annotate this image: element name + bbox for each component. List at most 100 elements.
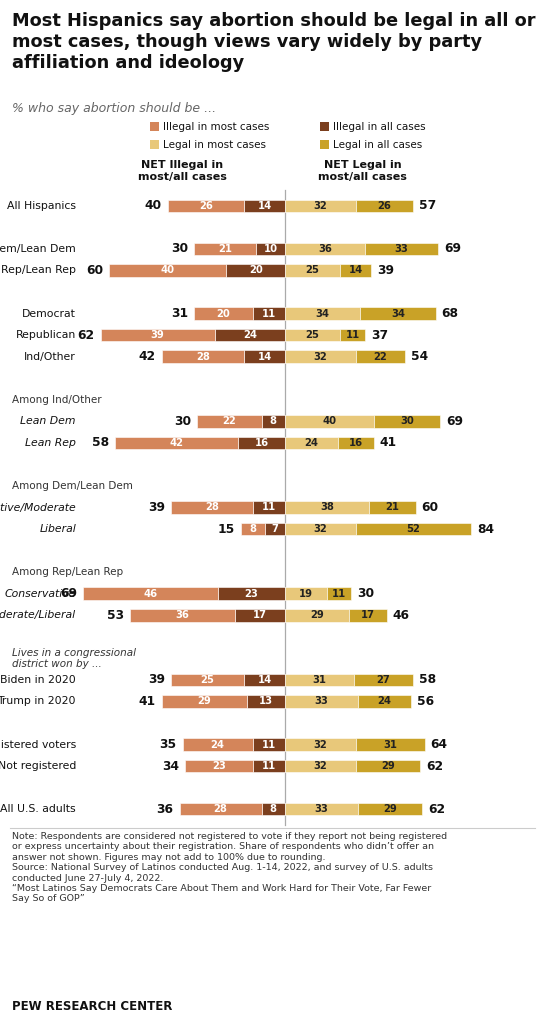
Text: 29: 29	[198, 697, 211, 707]
Bar	[162, 696, 247, 708]
Text: 24: 24	[243, 330, 257, 340]
Bar	[238, 437, 285, 449]
Text: 36: 36	[318, 243, 332, 254]
Text: 14: 14	[349, 265, 363, 275]
Text: 31: 31	[383, 740, 397, 750]
Text: 33: 33	[395, 243, 408, 254]
Bar	[262, 415, 285, 428]
Text: All Hispanics: All Hispanics	[7, 201, 76, 211]
Text: % who say abortion should be ...: % who say abortion should be ...	[12, 102, 216, 115]
Text: 31: 31	[312, 675, 326, 685]
Bar	[356, 523, 471, 535]
Text: Ind/Other: Ind/Other	[24, 352, 76, 362]
Text: 35: 35	[159, 738, 177, 751]
Text: 64: 64	[431, 738, 447, 751]
Text: 31: 31	[171, 307, 188, 320]
Text: 52: 52	[407, 524, 420, 534]
Text: Lean Rep: Lean Rep	[25, 438, 76, 448]
Text: 23: 23	[245, 588, 258, 598]
Text: Moderate/Liberal: Moderate/Liberal	[0, 611, 76, 620]
Text: 41: 41	[379, 437, 397, 449]
Bar	[373, 415, 440, 428]
Bar	[253, 739, 285, 751]
Text: 15: 15	[218, 523, 235, 536]
Text: 25: 25	[306, 330, 319, 340]
Text: 60: 60	[86, 264, 104, 277]
Text: 14: 14	[257, 352, 271, 362]
Bar	[365, 242, 438, 255]
Bar	[150, 122, 159, 131]
Text: 17: 17	[361, 611, 375, 620]
Text: 40: 40	[145, 199, 162, 213]
Bar	[285, 328, 341, 342]
Text: 29: 29	[383, 804, 397, 814]
Text: All U.S. adults: All U.S. adults	[1, 804, 76, 814]
Bar	[247, 696, 285, 708]
Bar	[285, 739, 356, 751]
Text: Trump in 2020: Trump in 2020	[0, 697, 76, 707]
Bar	[253, 501, 285, 514]
Text: 54: 54	[410, 350, 428, 363]
Text: 11: 11	[332, 588, 347, 598]
Text: 29: 29	[381, 761, 395, 771]
Bar	[262, 803, 285, 815]
Bar	[341, 264, 371, 276]
Bar	[285, 674, 354, 686]
Text: 34: 34	[162, 760, 179, 772]
Bar	[183, 739, 253, 751]
Bar	[358, 803, 422, 815]
Bar	[100, 328, 215, 342]
Bar	[320, 140, 329, 149]
Text: 25: 25	[306, 265, 319, 275]
Bar	[83, 587, 217, 599]
Text: 42: 42	[169, 438, 184, 448]
Text: PEW RESEARCH CENTER: PEW RESEARCH CENTER	[12, 1000, 172, 1013]
Text: 32: 32	[313, 524, 328, 534]
Bar	[253, 307, 285, 320]
Text: Illegal in most cases: Illegal in most cases	[163, 122, 269, 132]
Bar	[168, 199, 244, 212]
Text: 19: 19	[299, 588, 313, 598]
Text: 32: 32	[313, 201, 328, 211]
Text: 20: 20	[249, 265, 263, 275]
Text: 24: 24	[378, 697, 392, 707]
Bar	[285, 696, 358, 708]
Text: 42: 42	[139, 350, 156, 363]
Text: 39: 39	[148, 501, 165, 514]
Text: 22: 22	[222, 416, 236, 427]
Text: 69: 69	[446, 414, 463, 428]
Bar	[226, 264, 285, 276]
Text: 10: 10	[263, 243, 277, 254]
Text: 53: 53	[107, 609, 124, 622]
Bar	[244, 199, 285, 212]
Text: Legal in all cases: Legal in all cases	[333, 139, 422, 149]
Text: Among Rep/Lean Rep: Among Rep/Lean Rep	[12, 567, 123, 577]
Bar	[354, 674, 414, 686]
Text: 41: 41	[139, 695, 156, 708]
Text: 27: 27	[377, 675, 390, 685]
Bar	[285, 803, 358, 815]
Bar	[285, 523, 356, 535]
Text: Among Ind/Other: Among Ind/Other	[12, 395, 101, 405]
Text: Most Hispanics say abortion should be legal in all or
most cases, though views v: Most Hispanics say abortion should be le…	[12, 12, 536, 72]
Text: Conservative/Moderate: Conservative/Moderate	[0, 502, 76, 513]
Bar	[285, 415, 373, 428]
Text: 30: 30	[174, 414, 191, 428]
Text: 23: 23	[212, 761, 226, 771]
Text: 32: 32	[313, 352, 328, 362]
Bar	[285, 307, 360, 320]
Bar	[356, 199, 414, 212]
Text: 29: 29	[310, 611, 324, 620]
Text: Democrat: Democrat	[22, 309, 76, 318]
Bar	[162, 351, 244, 363]
Bar	[369, 501, 416, 514]
Text: 69: 69	[60, 587, 77, 601]
Text: 30: 30	[358, 587, 374, 601]
Text: 46: 46	[143, 588, 158, 598]
Text: 39: 39	[151, 330, 165, 340]
Text: 8: 8	[270, 804, 277, 814]
Text: 11: 11	[262, 502, 276, 513]
Text: 34: 34	[316, 309, 330, 318]
Text: 62: 62	[426, 760, 443, 772]
Text: 40: 40	[161, 265, 175, 275]
